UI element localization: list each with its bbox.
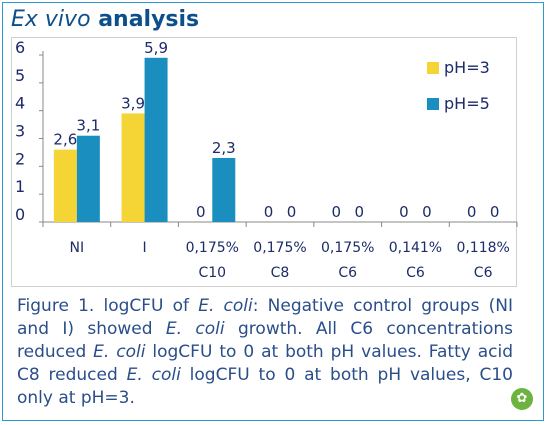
bar-pH=5 [144,57,168,223]
category-label: C6 [406,265,425,281]
caption-text: logCFU to 0 at both pH values, C10 only … [17,365,514,408]
data-label: 2,3 [212,139,236,157]
y-tick-label: 2 [15,149,25,168]
slide-frame: Ex vivo analysis 0 1 2 3 4 5 6 2,6 3,1 NI 3,9 5,9 I 0… [2,2,544,421]
y-tick-label: 6 [15,38,25,57]
bar-pH=3 [53,149,77,222]
y-tick-label: 5 [15,66,25,85]
category-label: C6 [474,265,493,281]
data-label: 0 [354,203,364,221]
category-label: NI [70,240,85,256]
y-tick-label: 0 [15,205,25,224]
category-label: C10 [198,265,226,281]
data-label: 0 [331,203,341,221]
data-label: 0 [287,203,297,221]
caption-text: : Negative control groups (NI and I) sho… [17,296,513,339]
data-label: 0 [196,203,206,221]
data-label: 3,9 [121,94,145,112]
title-rest: analysis [90,7,200,32]
leaf-icon: ✿ [511,388,533,410]
title-italic: Ex vivo [11,7,91,32]
category-label: 0,118% [456,240,509,256]
legend-label: pH=5 [444,94,490,113]
caption-text: growth. All C6 concentrations reduced [17,319,514,362]
category-label: C6 [338,265,357,281]
caption-italic-text: E. coli [198,296,253,316]
category-label: 0,175% [253,240,306,256]
category-label: C8 [271,265,290,281]
data-label: 5,9 [144,39,168,57]
caption-italic-text: E. coli [93,342,146,362]
legend-swatch [427,62,439,74]
category-label: 0,175% [321,240,374,256]
y-tick-label: 1 [15,177,25,196]
category-label: I [143,240,147,256]
data-label: 3,1 [76,117,100,135]
y-tick-label: 4 [15,94,25,113]
page-title: Ex vivo analysis [11,7,199,32]
bar-pH=5 [212,157,236,222]
data-label: 2,6 [53,131,77,149]
caption-italic-text: E. coli [165,319,225,339]
data-label: 0 [399,203,409,221]
bar-pH=3 [121,113,145,222]
category-label: 0,141% [389,240,442,256]
caption-text: Figure 1. logCFU of [17,296,199,316]
data-label: 0 [490,203,500,221]
data-label: 0 [467,203,477,221]
y-tick-label: 3 [15,122,25,141]
data-label: 0 [422,203,432,221]
legend-swatch [427,98,439,110]
bar-pH=5 [76,135,100,222]
category-label: 0,175% [186,240,239,256]
caption-text: logCFU to 0 at both pH values. Fatty aci… [17,342,514,385]
data-label: 0 [264,203,274,221]
chart-container: 0 1 2 3 4 5 6 2,6 3,1 NI 3,9 5,9 I 0 2,3 0,175% C10 0 0 0,1… [11,37,518,287]
legend-label: pH=3 [444,58,490,77]
caption-italic-text: E. coli [126,365,181,385]
figure-caption: Figure 1. logCFU of E. coli: Negative co… [17,295,513,410]
